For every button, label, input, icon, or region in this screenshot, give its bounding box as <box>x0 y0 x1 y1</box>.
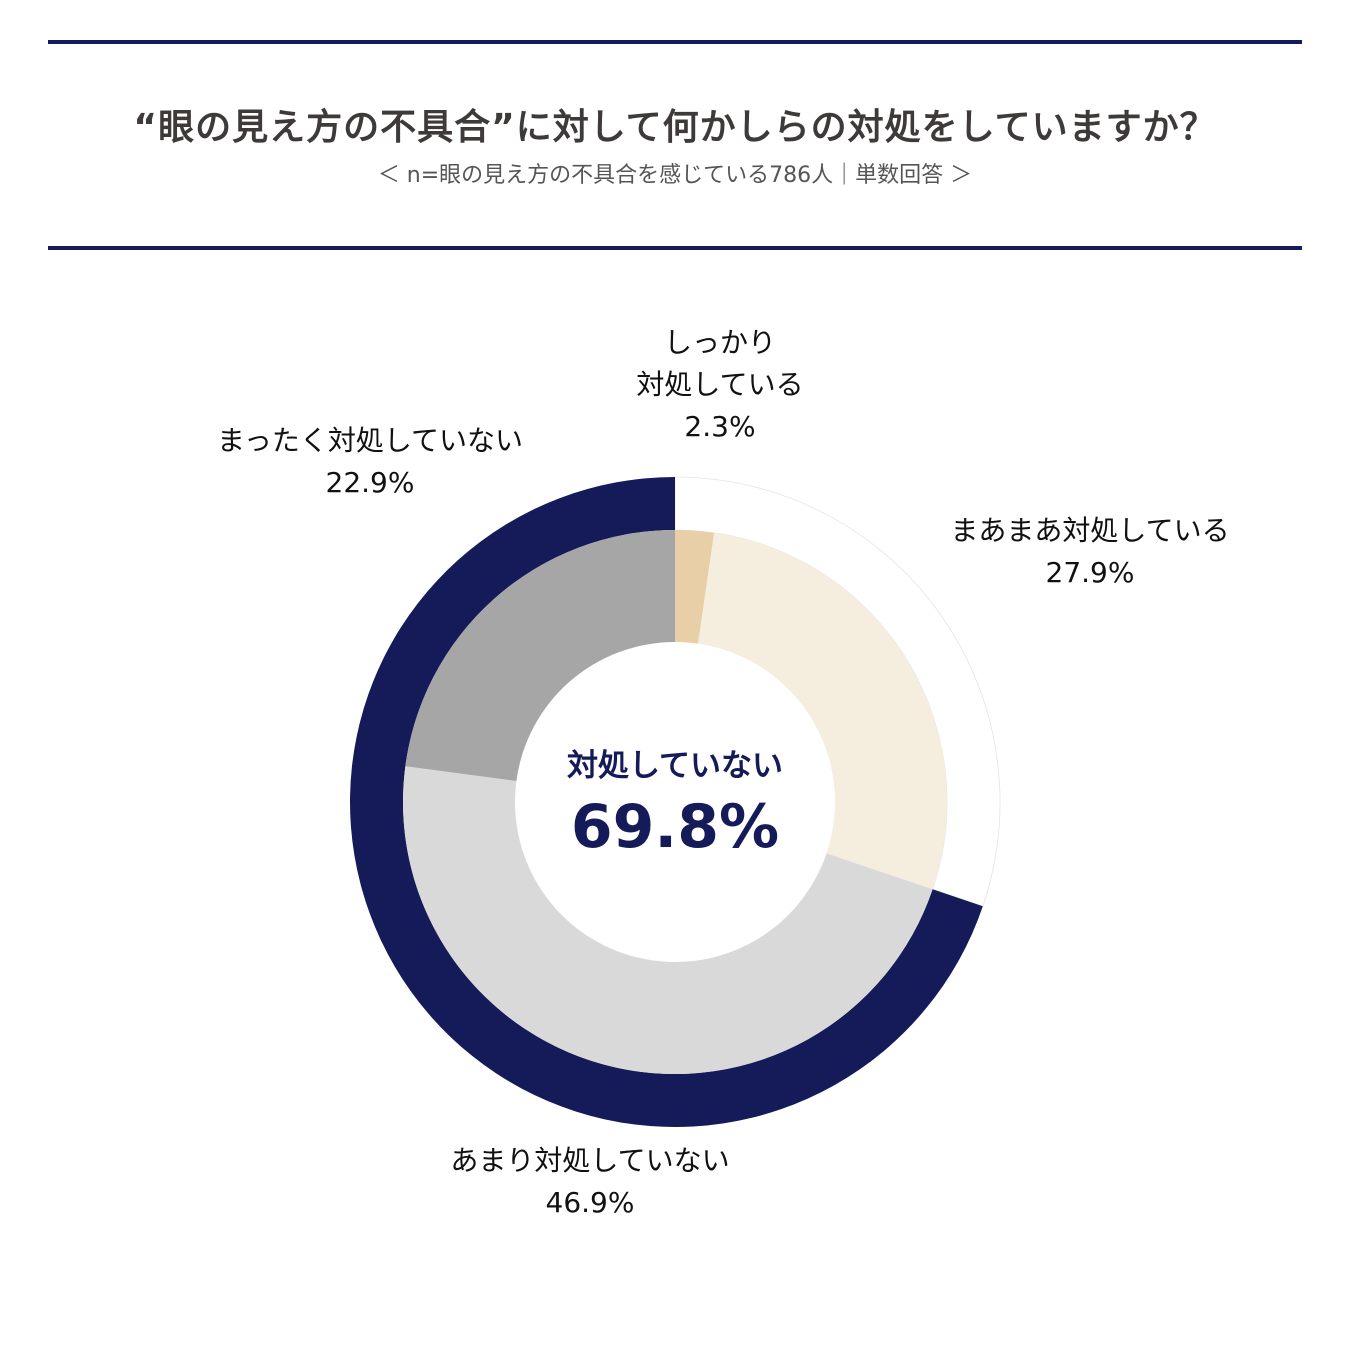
slice-value-firmly: 2.3% <box>684 410 756 443</box>
inner-ring <box>402 530 947 1074</box>
slice-label-not-much: あまり対処していない 46.9% <box>390 1140 790 1224</box>
slice-label-somewhat: まあまあ対処している 27.9% <box>890 510 1290 594</box>
slice-label-somewhat-text: まあまあ対処している <box>950 514 1230 547</box>
slice-label-firmly: しっかり 対処している 2.3% <box>570 322 870 448</box>
slice-label-not-at-all-text: まったく対処していない <box>216 424 524 457</box>
donut-slice-4 <box>405 530 675 781</box>
chart-subtitle: ＜ n=眼の見え方の不具合を感じている786人｜単数回答 ＞ <box>377 163 973 188</box>
donut-slice-2 <box>698 532 947 890</box>
center-label: 対処していない <box>566 748 784 784</box>
donut-slice-1 <box>675 530 715 644</box>
slice-label-not-at-all: まったく対処していない 22.9% <box>160 420 580 504</box>
slice-value-somewhat: 27.9% <box>1045 556 1135 589</box>
top-divider <box>48 40 1302 44</box>
slice-value-not-much: 46.9% <box>545 1186 635 1219</box>
slice-label-not-much-text: あまり対処していない <box>450 1144 730 1177</box>
slice-value-not-at-all: 22.9% <box>325 466 415 499</box>
chart-title: “眼の見え方の不具合”に対して何かしらの対処をしていますか？ <box>133 107 1217 148</box>
slice-label-firmly-line1: しっかり <box>663 326 776 359</box>
slice-label-firmly-line2: 対処している <box>636 368 804 401</box>
donut-slice-3 <box>402 766 933 1074</box>
header-bottom-divider <box>48 246 1302 250</box>
center-value: 69.8% <box>570 792 780 862</box>
